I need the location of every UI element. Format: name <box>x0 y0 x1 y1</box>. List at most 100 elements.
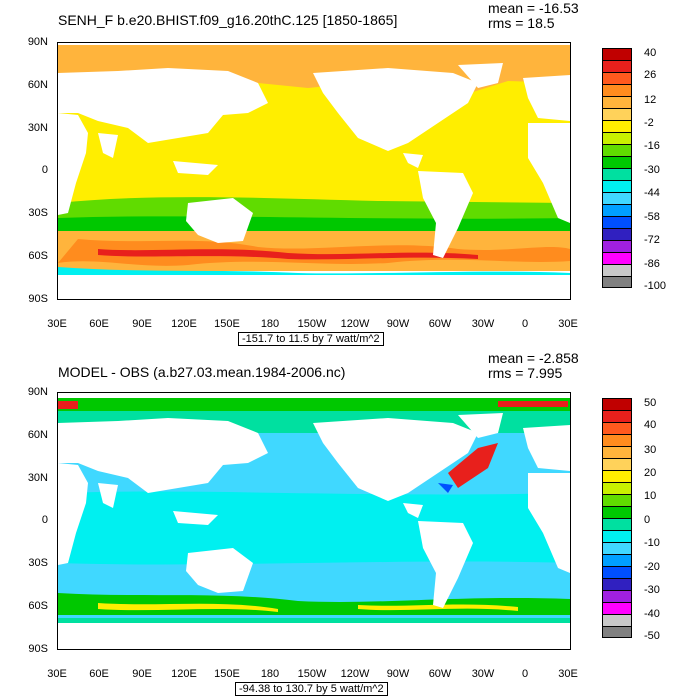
bottom-lat-60s: 60S <box>28 600 48 612</box>
bottom-mean: mean = -2.858 <box>488 350 579 366</box>
top-cb-label: -30 <box>644 164 660 176</box>
bottom-cb-label: 20 <box>644 467 657 479</box>
bottom-lon-30e-right: 30E <box>558 668 578 680</box>
top-colorbar-cell <box>602 48 632 60</box>
top-cb-label: -44 <box>644 187 660 199</box>
top-colorbar-cell <box>602 168 632 180</box>
top-colorbar-cell <box>602 216 632 228</box>
bottom-colorbar-cell <box>602 566 632 578</box>
bottom-rms: rms = 7.995 <box>488 365 563 381</box>
bottom-colorbar-cell <box>602 506 632 518</box>
top-colorbar-cell <box>602 276 632 288</box>
bottom-cb-label: -30 <box>644 584 660 596</box>
bottom-cb-label: -20 <box>644 561 660 573</box>
top-cb-label: -58 <box>644 211 660 223</box>
bottom-colorbar-cell <box>602 578 632 590</box>
top-colorbar-cell <box>602 84 632 96</box>
bottom-cb-label: -40 <box>644 608 660 620</box>
bottom-cb-label: -50 <box>644 630 660 642</box>
bottom-colorbar-cell <box>602 530 632 542</box>
bottom-colorbar-cell <box>602 434 632 446</box>
top-lon-180: 180 <box>260 318 280 330</box>
bottom-colorbar-cell <box>602 518 632 530</box>
bottom-lat-60n: 60N <box>27 429 48 441</box>
top-colorbar-cell <box>602 60 632 72</box>
top-lon-120w: 120W <box>340 318 370 330</box>
top-mean: mean = -16.53 <box>488 0 579 16</box>
top-cb-label: -16 <box>644 140 660 152</box>
top-colorbar-cell <box>602 108 632 120</box>
bottom-colorbar-cell <box>602 458 632 470</box>
bottom-lon-0: 0 <box>521 668 529 680</box>
bottom-lon-90w: 90W <box>386 668 410 680</box>
top-colorbar-cell <box>602 192 632 204</box>
bottom-lon-120e: 120E <box>171 668 197 680</box>
bottom-colorbar-cell <box>602 554 632 566</box>
top-lat-90s: 90S <box>28 293 48 305</box>
top-colorbar-cell <box>602 120 632 132</box>
bottom-title: MODEL - OBS (a.b27.03.mean.1984-2006.nc) <box>58 364 346 380</box>
bottom-colorbar <box>602 398 632 638</box>
top-colorbar-cell <box>602 72 632 84</box>
top-lat-30s: 30S <box>28 207 48 219</box>
top-colorbar-cell <box>602 156 632 168</box>
bottom-lon-180: 180 <box>260 668 280 680</box>
bottom-lon-150w: 150W <box>297 668 327 680</box>
bottom-colorbar-cell <box>602 590 632 602</box>
top-colorbar-cell <box>602 228 632 240</box>
bottom-lon-60w: 60W <box>428 668 452 680</box>
bottom-lat-30n: 30N <box>27 472 48 484</box>
bottom-lon-30w: 30W <box>471 668 495 680</box>
bottom-map <box>57 392 571 650</box>
top-title: SENH_F b.e20.BHIST.f09_g16.20thC.125 [18… <box>58 12 398 28</box>
bottom-cb-label: 10 <box>644 490 657 502</box>
bottom-cb-label: 50 <box>644 397 657 409</box>
top-cb-label: 26 <box>644 69 657 81</box>
bottom-colorbar-cell <box>602 614 632 626</box>
bottom-cb-label: 40 <box>644 419 657 431</box>
top-lon-90w: 90W <box>386 318 410 330</box>
bottom-lat-90s: 90S <box>28 643 48 655</box>
top-lat-60s: 60S <box>28 250 48 262</box>
top-lon-150e: 150E <box>214 318 240 330</box>
top-contour-range: -151.7 to 11.5 by 7 watt/m^2 <box>238 332 384 346</box>
bottom-colorbar-cell <box>602 494 632 506</box>
bottom-cb-label: 30 <box>644 444 657 456</box>
top-lon-150w: 150W <box>297 318 327 330</box>
bottom-contour-range: -94.38 to 130.7 by 5 watt/m^2 <box>235 682 388 696</box>
top-cb-label: -86 <box>644 258 660 270</box>
top-colorbar-cell <box>602 132 632 144</box>
bottom-map-canvas <box>58 393 570 649</box>
bottom-lat-90n: 90N <box>27 386 48 398</box>
top-lon-90e: 90E <box>132 318 152 330</box>
bottom-lon-90e: 90E <box>132 668 152 680</box>
bottom-colorbar-cell <box>602 410 632 422</box>
top-lon-30e: 30E <box>47 318 67 330</box>
top-cb-label: -72 <box>644 234 660 246</box>
top-cb-label: 12 <box>644 94 657 106</box>
top-lon-120e: 120E <box>171 318 197 330</box>
bottom-cb-label: 0 <box>644 514 651 526</box>
bottom-colorbar-cell <box>602 470 632 482</box>
bottom-cb-label: -10 <box>644 537 660 549</box>
bottom-lon-120w: 120W <box>340 668 370 680</box>
top-colorbar <box>602 48 632 288</box>
top-colorbar-cell <box>602 252 632 264</box>
top-lat-60n: 60N <box>27 79 48 91</box>
bottom-colorbar-cell <box>602 602 632 614</box>
top-lon-60w: 60W <box>428 318 452 330</box>
bottom-lon-30e: 30E <box>47 668 67 680</box>
top-map-canvas <box>58 43 570 299</box>
top-colorbar-cell <box>602 96 632 108</box>
bottom-colorbar-cell <box>602 422 632 434</box>
top-rms: rms = 18.5 <box>488 15 555 31</box>
top-lat-0: 0 <box>41 164 48 176</box>
bottom-lon-60e: 60E <box>89 668 109 680</box>
top-colorbar-cell <box>602 180 632 192</box>
top-cb-label: -100 <box>644 280 667 292</box>
top-colorbar-cell <box>602 144 632 156</box>
bottom-lat-30s: 30S <box>28 557 48 569</box>
top-lon-30w: 30W <box>471 318 495 330</box>
bottom-lat-0: 0 <box>41 514 48 526</box>
bottom-colorbar-cell <box>602 446 632 458</box>
